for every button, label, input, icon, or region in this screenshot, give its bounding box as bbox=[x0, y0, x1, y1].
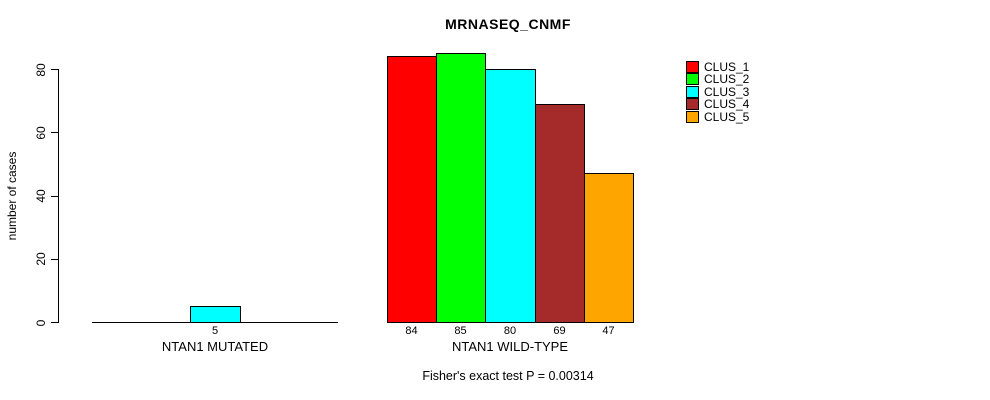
y-axis-tick-label: 0 bbox=[34, 319, 48, 326]
legend-label-clus_3: CLUS_3 bbox=[704, 84, 750, 99]
legend-swatch-clus_5 bbox=[686, 110, 699, 123]
y-axis-line bbox=[58, 69, 59, 323]
y-axis-tick bbox=[51, 69, 58, 70]
legend-label-clus_1: CLUS_1 bbox=[704, 60, 750, 74]
bar-clus_5 bbox=[584, 173, 634, 323]
y-axis-tick-label: 80 bbox=[34, 62, 48, 77]
bar-clus_3 bbox=[485, 69, 536, 323]
legend-label-clus_4: CLUS_4 bbox=[704, 97, 750, 112]
legend-swatch-clus_2 bbox=[686, 73, 699, 86]
legend-swatch-clus_4 bbox=[686, 98, 699, 111]
bar-clus_4 bbox=[535, 104, 585, 323]
y-axis-tick bbox=[51, 132, 58, 134]
bar-value-label: 47 bbox=[602, 325, 615, 337]
legend-swatch-clus_1 bbox=[686, 61, 699, 73]
y-axis-tick bbox=[51, 322, 58, 323]
bar-value-label: 85 bbox=[454, 325, 467, 337]
bar-value-label: 84 bbox=[405, 325, 418, 337]
legend-swatch-clus_3 bbox=[686, 85, 699, 98]
group-label: NTAN1 WILD-TYPE bbox=[451, 339, 569, 354]
bar-clus_1 bbox=[387, 56, 437, 323]
annotation-text: Fisher's exact test P = 0.00314 bbox=[422, 369, 594, 383]
y-axis-tick-label: 60 bbox=[34, 126, 48, 140]
y-axis-tick-label: 40 bbox=[34, 189, 48, 203]
y-axis-tick bbox=[51, 258, 58, 260]
bar-clus_3 bbox=[190, 306, 241, 323]
bar-value-label: 5 bbox=[211, 325, 219, 337]
y-axis-label: number of cases bbox=[5, 151, 19, 241]
bar-value-label: 69 bbox=[553, 325, 566, 337]
y-axis-tick bbox=[51, 195, 58, 197]
bar-value-label: 80 bbox=[503, 325, 517, 337]
group-label: NTAN1 MUTATED bbox=[161, 339, 269, 354]
legend-label-clus_5: CLUS_5 bbox=[704, 109, 750, 124]
chart-title: MRNASEQ_CNMF bbox=[445, 16, 571, 32]
legend-label-clus_2: CLUS_2 bbox=[704, 72, 750, 87]
bar-clus_2 bbox=[436, 53, 486, 323]
y-axis-tick-label: 20 bbox=[34, 252, 48, 266]
